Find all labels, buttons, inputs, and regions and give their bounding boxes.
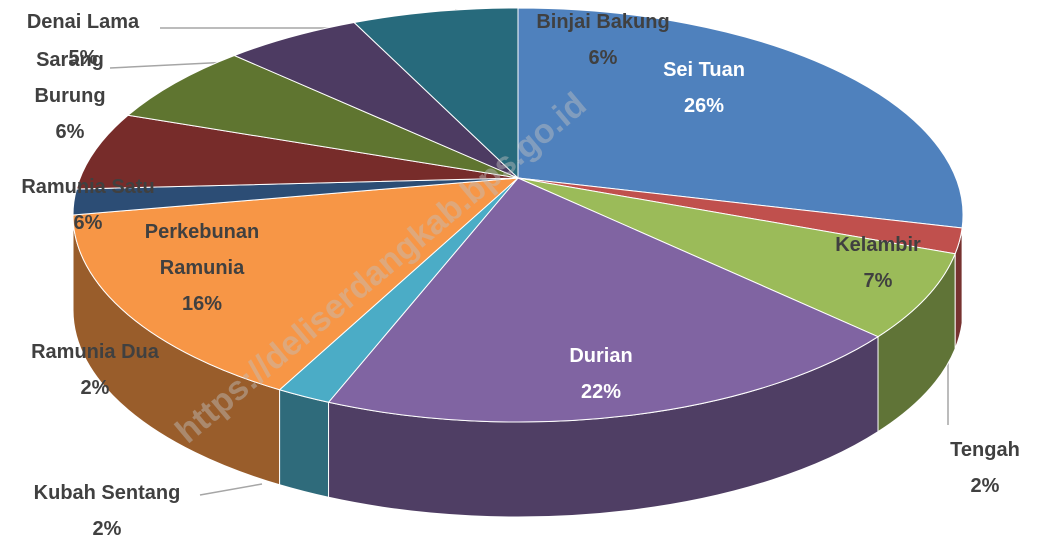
- value-label: 6%: [588, 47, 618, 69]
- data-label: Denai Lama 5%: [3, 4, 163, 76]
- category-label: Ramunia Satu: [21, 176, 155, 198]
- category-label: Tengah: [950, 439, 1020, 461]
- pie-wall: [279, 389, 330, 498]
- pie-slice: [126, 54, 519, 179]
- value-label: 6%: [73, 212, 103, 234]
- pie-slice: [517, 7, 964, 229]
- data-label: Kubah Sentang 2%: [7, 475, 207, 539]
- value-label: 2%: [92, 518, 122, 539]
- category-label: Ramunia Dua: [31, 341, 159, 363]
- category-label: Durian: [569, 345, 633, 367]
- pie-slice: [517, 177, 956, 338]
- category-label: Denai Lama: [26, 11, 140, 33]
- data-label: Tengah 2%: [925, 432, 1041, 504]
- pie-slice: [327, 177, 880, 423]
- category-label: Sei Tuan: [663, 59, 745, 81]
- data-label: Ramunia Satu 6%: [0, 169, 178, 241]
- value-label: 6%: [55, 121, 85, 143]
- data-label: Perkebunan Ramunia 16%: [127, 214, 277, 322]
- data-label: Sei Tuan 26%: [604, 52, 804, 124]
- pie-slice: [75, 114, 519, 190]
- data-label: Ramunia Dua 2%: [5, 334, 185, 406]
- value-label: 2%: [80, 377, 110, 399]
- category-label: Kelambir: [835, 234, 921, 256]
- data-label: Sarang Burung 6%: [25, 42, 115, 150]
- category-label: Sarang Burung: [34, 49, 106, 107]
- value-label: 2%: [970, 475, 1000, 497]
- data-label: Kelambir 7%: [808, 227, 948, 299]
- data-label: Durian 22%: [531, 338, 671, 410]
- data-label: Binjai Bakung 6%: [503, 4, 703, 76]
- pie-slice: [353, 7, 519, 180]
- pie-tops: [72, 7, 964, 423]
- value-label: 22%: [580, 381, 622, 403]
- value-label: 7%: [863, 270, 893, 292]
- value-label: 26%: [683, 95, 725, 117]
- category-label: Binjai Bakung: [536, 11, 670, 33]
- category-label: Kubah Sentang: [33, 482, 181, 504]
- value-label: 16%: [181, 293, 223, 315]
- value-label: 5%: [68, 47, 98, 69]
- pie-slice: [72, 177, 520, 391]
- leader-line: [199, 483, 263, 496]
- category-label: Perkebunan Ramunia: [144, 221, 260, 279]
